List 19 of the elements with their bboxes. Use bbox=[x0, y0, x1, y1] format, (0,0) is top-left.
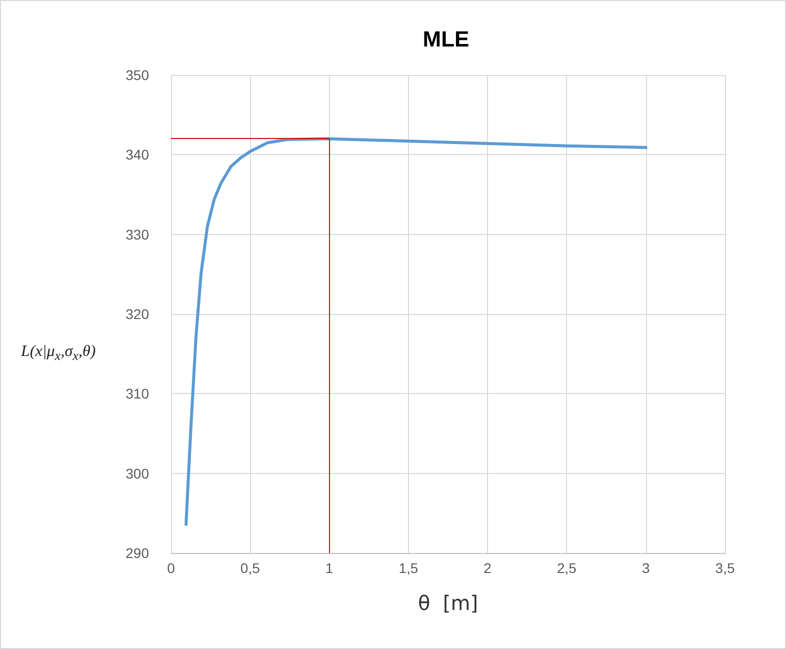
y-tick-label: 350 bbox=[126, 67, 150, 83]
x-tick-label: 2,5 bbox=[556, 560, 577, 576]
y-tick-label: 300 bbox=[126, 465, 150, 482]
x-axis-title: θ [m] bbox=[418, 591, 478, 615]
y-tick-label: 290 bbox=[126, 545, 150, 561]
y-tick-label: 340 bbox=[126, 146, 150, 163]
x-tick-label: 3,5 bbox=[715, 560, 735, 576]
x-tick-label: 0,5 bbox=[240, 560, 260, 576]
chart-title: MLE bbox=[422, 26, 470, 52]
y-tick-label: 320 bbox=[126, 306, 150, 322]
x-tick-label: 1 bbox=[325, 560, 334, 576]
x-tick-label: 0 bbox=[167, 560, 176, 576]
line-series bbox=[184, 137, 648, 526]
x-tick-label: 3 bbox=[642, 560, 650, 576]
x-tick-label: 1,5 bbox=[398, 560, 418, 576]
x-tick-label: 2 bbox=[484, 560, 492, 576]
y-tick-label: 330 bbox=[126, 226, 150, 242]
y-axis-title: L(x|μ$_{x}$,σ$_{x}$,θ) bbox=[21, 343, 96, 364]
y-tick-label: 310 bbox=[126, 386, 150, 402]
